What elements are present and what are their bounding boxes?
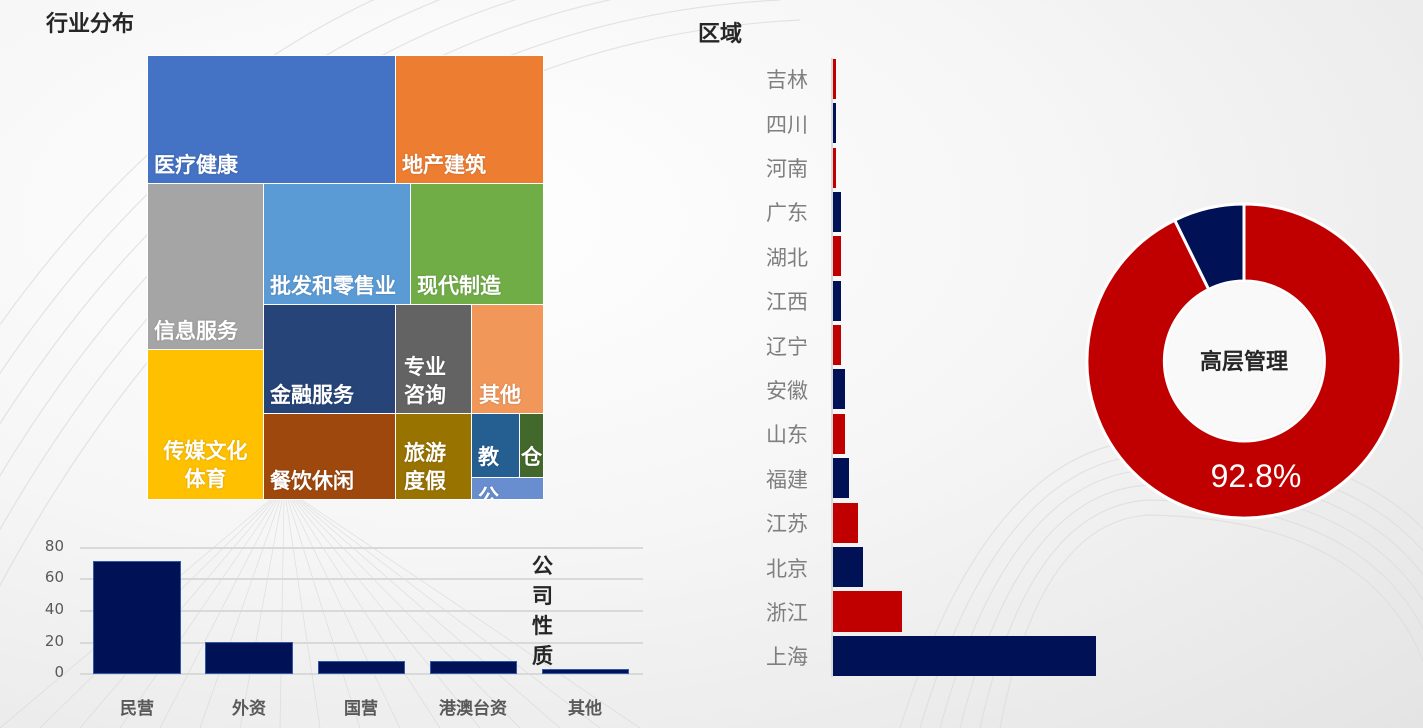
treemap-tile-other[interactable]: 其他 bbox=[471, 304, 544, 414]
region-bar-hubei[interactable] bbox=[833, 236, 841, 276]
treemap-tile-real-estate[interactable]: 地产建筑 bbox=[395, 55, 544, 184]
treemap-tile-wholesale-retail[interactable]: 批发和零售业 bbox=[263, 183, 411, 305]
gridline-80 bbox=[80, 547, 643, 549]
tile-label: 专业 咨询 bbox=[404, 355, 446, 407]
y-tick: 80 bbox=[44, 537, 64, 555]
donut-segment-secondary[interactable] bbox=[1172, 202, 1246, 292]
region-title: 区域 bbox=[698, 22, 743, 47]
region-label: 河南 bbox=[766, 157, 808, 181]
treemap-tile-healthcare[interactable]: 医疗健康 bbox=[147, 55, 396, 184]
region-label: 江苏 bbox=[766, 512, 808, 536]
y-tick: 40 bbox=[44, 600, 64, 618]
region-label: 湖北 bbox=[766, 246, 808, 270]
tile-label: 其他 bbox=[479, 383, 521, 407]
bar-hk-macao-tw[interactable] bbox=[430, 661, 517, 674]
treemap-tile-tourism[interactable]: 旅游 度假 bbox=[395, 413, 472, 500]
company-type-title: 公司性质 bbox=[532, 554, 553, 668]
donut-center-label: 高层管理 bbox=[1200, 349, 1288, 375]
region-bar-henan[interactable] bbox=[833, 148, 836, 188]
industry-distribution-title: 行业分布 bbox=[46, 12, 135, 37]
region-bar-shandong[interactable] bbox=[833, 414, 845, 454]
tile-label: 信息服务 bbox=[154, 319, 238, 343]
tile-label: 现代制造 bbox=[417, 274, 501, 298]
bar-other[interactable] bbox=[542, 669, 629, 674]
treemap-tile-consulting[interactable]: 专业 咨询 bbox=[395, 304, 472, 414]
y-tick: 0 bbox=[54, 663, 64, 681]
x-tick: 外资 bbox=[232, 699, 266, 719]
gridline-40 bbox=[80, 610, 643, 612]
region-label: 广东 bbox=[766, 201, 808, 225]
region-label: 四川 bbox=[766, 113, 808, 137]
bar-state-owned[interactable] bbox=[318, 661, 405, 674]
treemap-tile-media-culture-sports[interactable]: 传媒文化 体育 bbox=[147, 349, 264, 500]
region-label: 福建 bbox=[766, 468, 808, 492]
senior-management-donut: 高层管理 92.8% bbox=[1085, 202, 1403, 520]
region-label: 上海 bbox=[766, 645, 808, 669]
region-label: 吉林 bbox=[766, 68, 808, 92]
region-bar-jiangxi[interactable] bbox=[833, 281, 841, 321]
region-bar-fujian[interactable] bbox=[833, 458, 849, 498]
tile-label: 旅游 度假 bbox=[404, 441, 446, 493]
gridline-0 bbox=[80, 673, 643, 675]
region-label: 辽宁 bbox=[766, 335, 808, 359]
donut-value-label: 92.8% bbox=[1211, 458, 1302, 494]
tile-label: 餐饮休闲 bbox=[270, 469, 354, 493]
gridline-20 bbox=[80, 642, 643, 644]
bar-foreign[interactable] bbox=[205, 642, 293, 674]
treemap-tile-info-services[interactable]: 信息服务 bbox=[147, 183, 264, 350]
region-bar-jilin[interactable] bbox=[833, 59, 836, 99]
treemap-tile-catering-leisure[interactable]: 餐饮休闲 bbox=[263, 413, 396, 500]
bar-private[interactable] bbox=[93, 561, 181, 674]
x-tick: 民营 bbox=[120, 699, 154, 719]
tile-label: 公... bbox=[478, 485, 523, 500]
y-tick: 60 bbox=[44, 568, 64, 586]
region-label: 北京 bbox=[766, 557, 808, 581]
donut-segment-primary[interactable] bbox=[1085, 202, 1403, 520]
region-bar-beijing[interactable] bbox=[833, 547, 863, 587]
region-bar-shanghai[interactable] bbox=[833, 636, 1096, 676]
tile-label: 教 bbox=[478, 445, 499, 469]
treemap-tile-warehousing[interactable]: 仓 bbox=[519, 413, 544, 478]
y-tick: 20 bbox=[44, 632, 64, 650]
region-bar-zhejiang[interactable] bbox=[833, 591, 902, 632]
tile-label: 医疗健康 bbox=[154, 153, 238, 177]
treemap-tile-manufacturing[interactable]: 现代制造 bbox=[410, 183, 544, 305]
region-bar-sichuan[interactable] bbox=[833, 103, 836, 143]
tile-label: 金融服务 bbox=[270, 383, 354, 407]
region-bar-guangdong[interactable] bbox=[833, 192, 841, 232]
region-axis bbox=[831, 58, 833, 677]
gridline-60 bbox=[80, 578, 643, 580]
tile-label: 批发和零售业 bbox=[270, 274, 396, 298]
region-bar-liaoning[interactable] bbox=[833, 325, 841, 365]
treemap-tile-public[interactable]: 公... bbox=[471, 477, 544, 500]
region-label: 浙江 bbox=[766, 601, 808, 625]
tile-label: 仓 bbox=[521, 445, 542, 469]
tile-label: 传媒文化 体育 bbox=[163, 439, 248, 491]
treemap-tile-financial-services[interactable]: 金融服务 bbox=[263, 304, 396, 414]
x-tick: 国营 bbox=[344, 699, 378, 719]
region-bar-jiangsu[interactable] bbox=[833, 503, 858, 543]
x-tick: 港澳台资 bbox=[439, 699, 507, 719]
tile-label: 地产建筑 bbox=[402, 153, 486, 177]
region-label: 山东 bbox=[766, 423, 808, 447]
region-label: 安徽 bbox=[766, 379, 808, 403]
region-bar-anhui[interactable] bbox=[833, 369, 845, 409]
treemap-tile-education[interactable]: 教 bbox=[471, 413, 520, 478]
x-tick: 其他 bbox=[568, 699, 602, 719]
donut-hole bbox=[1166, 283, 1322, 439]
region-label: 江西 bbox=[766, 290, 808, 314]
